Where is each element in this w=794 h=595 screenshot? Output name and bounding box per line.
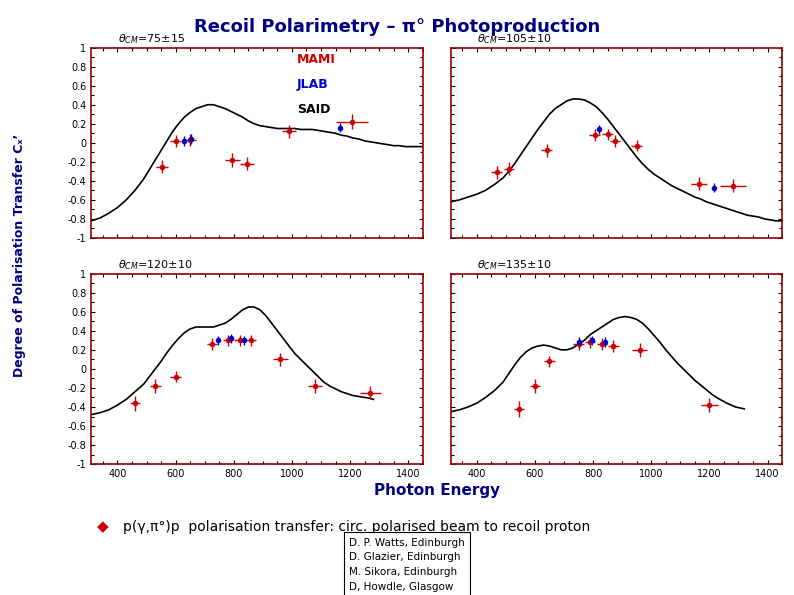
Text: $\theta_{CM}$=120±10: $\theta_{CM}$=120±10	[118, 258, 192, 272]
Text: ◆: ◆	[98, 519, 109, 534]
Text: p(γ,π°)p  polarisation transfer: circ. polarised beam to recoil proton: p(γ,π°)p polarisation transfer: circ. po…	[123, 519, 590, 534]
Text: $\theta_{CM}$=105±10: $\theta_{CM}$=105±10	[477, 32, 552, 46]
Text: JLAB: JLAB	[297, 78, 329, 91]
Text: Photon Energy: Photon Energy	[374, 483, 499, 499]
Text: Degree of Polarisation Transfer Cₓ’: Degree of Polarisation Transfer Cₓ’	[13, 134, 26, 377]
Text: D. P. Watts, Edinburgh
D. Glazier, Edinburgh
M. Sikora, Edinburgh
D, Howdle, Gla: D. P. Watts, Edinburgh D. Glazier, Edinb…	[349, 538, 465, 592]
Text: MAMI: MAMI	[297, 54, 336, 66]
Text: SAID: SAID	[297, 103, 330, 116]
Text: Recoil Polarimetry – π° Photoproduction: Recoil Polarimetry – π° Photoproduction	[194, 18, 600, 36]
Text: $\theta_{CM}$=75±15: $\theta_{CM}$=75±15	[118, 32, 185, 46]
Text: $\theta_{CM}$=135±10: $\theta_{CM}$=135±10	[477, 258, 552, 272]
